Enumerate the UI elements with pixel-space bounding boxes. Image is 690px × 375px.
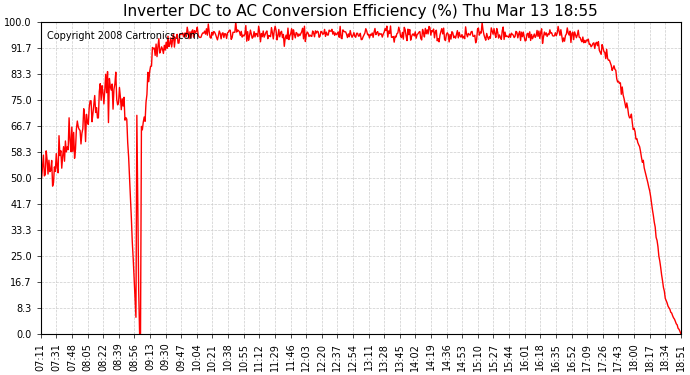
- Title: Inverter DC to AC Conversion Efficiency (%) Thu Mar 13 18:55: Inverter DC to AC Conversion Efficiency …: [124, 4, 598, 19]
- Text: Copyright 2008 Cartronics.com: Copyright 2008 Cartronics.com: [47, 31, 199, 41]
